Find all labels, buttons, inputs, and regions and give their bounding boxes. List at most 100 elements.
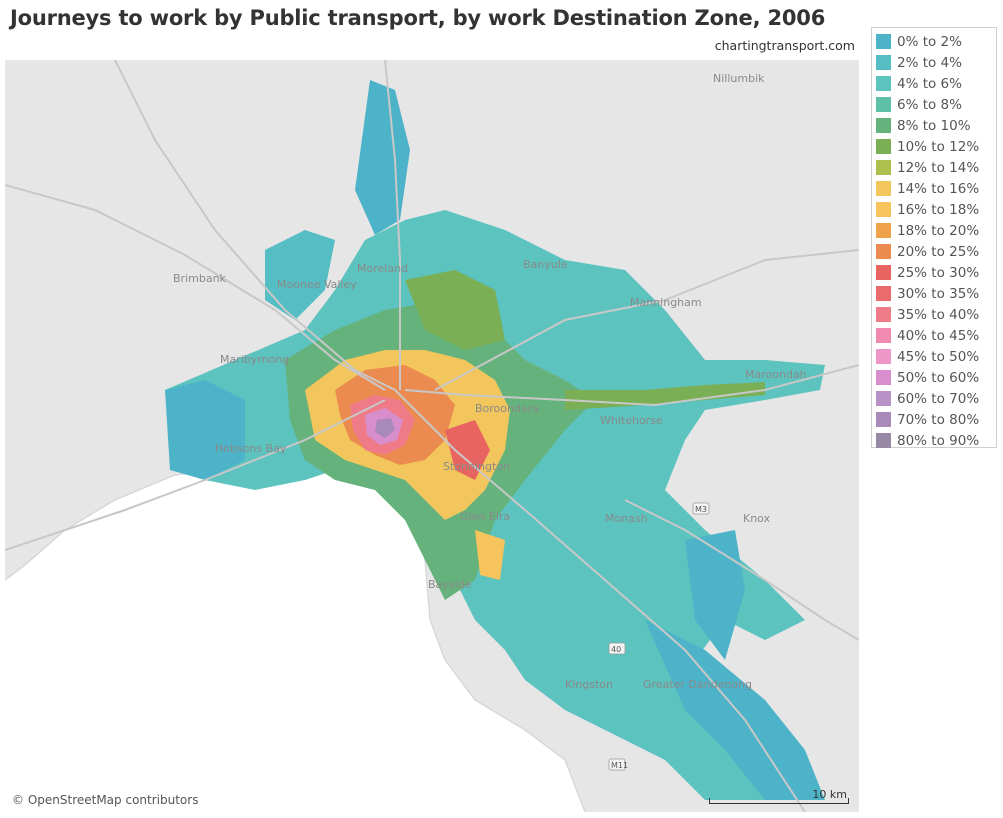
place-label: Hobsons Bay <box>215 442 287 455</box>
road-shields: M3 40 M11 <box>608 502 710 771</box>
legend-item[interactable]: 8% to 10% <box>876 115 996 136</box>
legend-swatch <box>876 265 891 280</box>
legend-label: 50% to 60% <box>897 369 980 386</box>
place-label: Greater Dandenong <box>643 678 752 691</box>
legend-item[interactable]: 4% to 6% <box>876 73 996 94</box>
legend-label: 2% to 4% <box>897 54 962 71</box>
place-label: Moreland <box>357 262 408 275</box>
legend-label: 30% to 35% <box>897 285 980 302</box>
legend-swatch <box>876 412 891 427</box>
legend-swatch <box>876 370 891 385</box>
place-label: Bayside <box>428 578 472 591</box>
place-label: Glen Eira <box>460 510 510 523</box>
legend-label: 80% to 90% <box>897 432 980 449</box>
zone-dandenong <box>645 620 825 800</box>
legend-label: 0% to 2% <box>897 33 962 50</box>
place-label: Banyule <box>523 258 568 271</box>
zone-inner-hotspot <box>445 420 490 480</box>
legend-label: 45% to 50% <box>897 348 980 365</box>
legend-item[interactable]: 16% to 18% <box>876 199 996 220</box>
legend-label: 8% to 10% <box>897 117 971 134</box>
legend-label: 10% to 12% <box>897 138 980 155</box>
legend-swatch <box>876 76 891 91</box>
legend-swatch <box>876 160 891 175</box>
place-label: Boroondara <box>475 402 539 415</box>
zone-south-yellow <box>475 530 505 580</box>
legend-swatch <box>876 307 891 322</box>
legend-swatch <box>876 391 891 406</box>
road-shield-icon: 40 <box>608 642 626 655</box>
legend-item[interactable]: 18% to 20% <box>876 220 996 241</box>
legend-swatch <box>876 139 891 154</box>
place-label: Manningham <box>630 296 702 309</box>
legend-item[interactable]: 30% to 35% <box>876 283 996 304</box>
legend-item[interactable]: 20% to 25% <box>876 241 996 262</box>
legend-item[interactable]: 2% to 4% <box>876 52 996 73</box>
zone-west <box>165 380 245 480</box>
legend-label: 6% to 8% <box>897 96 962 113</box>
destination-zones <box>165 80 825 800</box>
zone-south-east <box>685 530 745 660</box>
source-credit[interactable]: chartingtransport.com <box>714 38 855 53</box>
map-title: Journeys to work by Public transport, by… <box>10 6 826 30</box>
scale-bar-line <box>709 798 849 804</box>
legend-item[interactable]: 14% to 16% <box>876 178 996 199</box>
port-phillip-bay <box>5 440 585 812</box>
legend-swatch <box>876 349 891 364</box>
legend-item[interactable]: 12% to 14% <box>876 157 996 178</box>
legend-swatch <box>876 328 891 343</box>
legend-item[interactable]: 70% to 80% <box>876 409 996 430</box>
road-shield-label: M3 <box>695 505 707 514</box>
road-shield-label: 40 <box>611 645 621 654</box>
legend-swatch <box>876 244 891 259</box>
legend-item[interactable]: 50% to 60% <box>876 367 996 388</box>
legend-item[interactable]: 6% to 8% <box>876 94 996 115</box>
legend-item[interactable]: 10% to 12% <box>876 136 996 157</box>
zone-north-west <box>265 230 335 320</box>
zone-north-green <box>405 270 505 350</box>
legend-label: 40% to 45% <box>897 327 980 344</box>
legend-label: 60% to 70% <box>897 390 980 407</box>
legend-swatch <box>876 118 891 133</box>
place-label: Maribyrnong <box>220 353 289 366</box>
road-shield-icon: M11 <box>608 758 628 771</box>
legend-swatch <box>876 55 891 70</box>
place-label: Whitehorse <box>600 414 663 427</box>
place-label: Knox <box>743 512 771 525</box>
legend-item[interactable]: 45% to 50% <box>876 346 996 367</box>
legend-label: 70% to 80% <box>897 411 980 428</box>
legend-label: 35% to 40% <box>897 306 980 323</box>
legend-swatch <box>876 34 891 49</box>
legend-item[interactable]: 80% to 90% <box>876 430 996 451</box>
place-label: Stonnington <box>443 460 510 473</box>
legend-label: 14% to 16% <box>897 180 980 197</box>
legend-item[interactable]: 60% to 70% <box>876 388 996 409</box>
legend-item[interactable]: 25% to 30% <box>876 262 996 283</box>
legend-item[interactable]: 0% to 2% <box>876 31 996 52</box>
legend-swatch <box>876 97 891 112</box>
legend-swatch <box>876 181 891 196</box>
legend-label: 20% to 25% <box>897 243 980 260</box>
legend-item[interactable]: 40% to 45% <box>876 325 996 346</box>
legend-item[interactable]: 35% to 40% <box>876 304 996 325</box>
legend-label: 18% to 20% <box>897 222 980 239</box>
road-network <box>5 60 859 812</box>
place-label: Kingston <box>565 678 613 691</box>
place-label: Brimbank <box>173 272 227 285</box>
place-label: Moonee Valley <box>277 278 357 291</box>
scale-bar-label: 10 km <box>812 788 847 801</box>
place-label: Monash <box>605 512 648 525</box>
road-shield-label: M11 <box>611 761 628 770</box>
osm-attribution[interactable]: © OpenStreetMap contributors <box>12 793 199 807</box>
legend-swatch <box>876 202 891 217</box>
map-canvas[interactable]: Nillumbik Brimbank Moonee Valley Moreland Ba… <box>5 60 859 812</box>
color-legend[interactable]: 0% to 2% 2% to 4% 4% to 6% 6% to 8% 8% to 10… <box>871 27 997 451</box>
place-label: Nillumbik <box>713 72 765 85</box>
road-shield-icon: M3 <box>692 502 710 515</box>
zone-cbd-centre <box>375 418 395 438</box>
legend-label: 16% to 18% <box>897 201 980 218</box>
legend-label: 25% to 30% <box>897 264 980 281</box>
legend-label: 12% to 14% <box>897 159 980 176</box>
